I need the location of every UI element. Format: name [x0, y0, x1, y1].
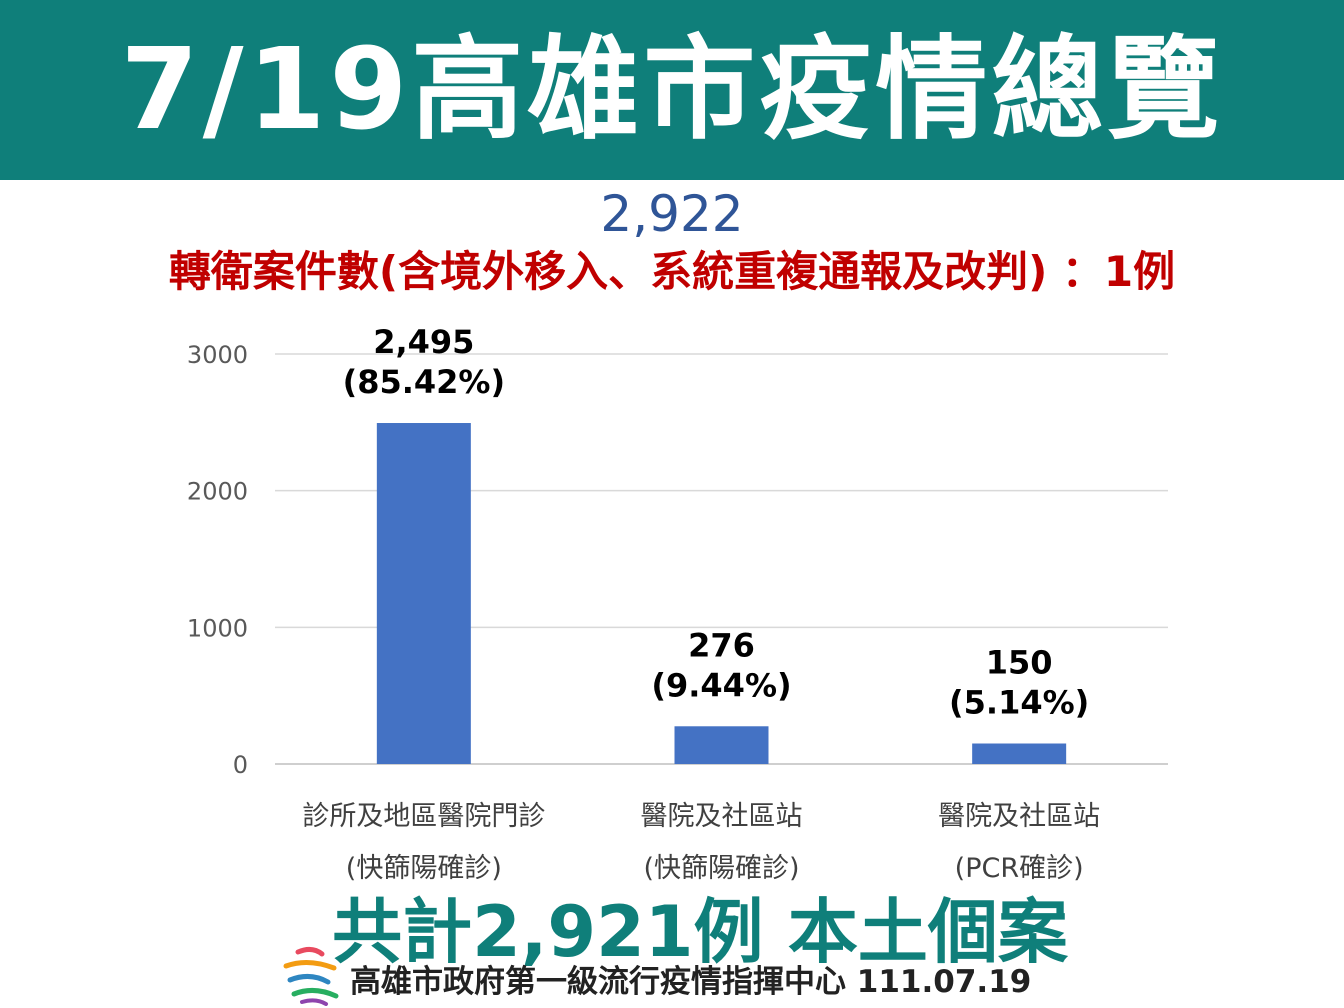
bar — [972, 743, 1067, 764]
data-label: 2,495 — [373, 323, 474, 361]
y-tick-label: 3000 — [187, 341, 248, 369]
bar — [674, 726, 769, 764]
category-label: (PCR確診) — [955, 853, 1084, 884]
data-label: (5.14%) — [949, 684, 1089, 722]
y-tick-label: 2000 — [187, 478, 248, 506]
category-label: 醫院及社區站 — [938, 801, 1100, 832]
y-tick-label: 1000 — [187, 614, 248, 642]
transfer-note: 轉衛案件數(含境外移入、系統重複通報及改判) ：1例 — [168, 247, 1176, 296]
category-label: (快篩陽確診) — [643, 853, 799, 884]
data-label: (9.44%) — [651, 666, 791, 704]
data-label: (85.42%) — [343, 363, 506, 401]
summary-total: 共計2,921例 本土個案 — [332, 891, 1068, 973]
data-label: 276 — [688, 626, 755, 664]
bar — [376, 423, 471, 764]
total-count: 2,922 — [600, 185, 744, 243]
category-label: (快篩陽確診) — [346, 853, 502, 884]
category-label: 診所及地區醫院門診 — [302, 801, 545, 832]
data-label: 150 — [986, 644, 1053, 682]
bar-chart: 0 1000 2000 3000 2,495(85.42%) 診所及地區醫院門診 (快篩陽確… — [187, 323, 1168, 884]
kaohsiung-logo-icon — [283, 946, 339, 1006]
header-banner: 7/19高雄市疫情總覽 — [0, 0, 1344, 180]
footer-org: 高雄市政府第一級流行疫情指揮中心 111.07.19 — [350, 964, 1032, 1000]
category-label: 醫院及社區站 — [641, 801, 803, 832]
y-tick-label: 0 — [233, 751, 248, 779]
page-title: 7/19高雄市疫情總覽 — [120, 25, 1224, 155]
